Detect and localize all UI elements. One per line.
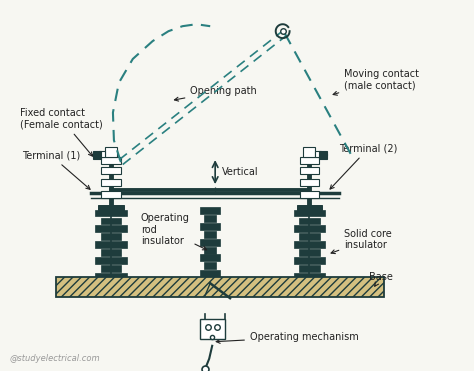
Text: Vertical: Vertical (222, 167, 259, 177)
Bar (95, 257, 127, 264)
Bar (319, 151, 328, 159)
Bar (300, 179, 319, 186)
Bar (100, 233, 121, 240)
Bar (293, 242, 325, 248)
Text: Solid core
insulator: Solid core insulator (331, 229, 392, 254)
Bar (95, 289, 127, 295)
Bar (101, 179, 121, 186)
Bar (299, 233, 320, 240)
Bar (95, 242, 127, 248)
Text: Terminal (1): Terminal (1) (22, 150, 90, 189)
Bar (100, 265, 121, 272)
Bar (293, 226, 325, 232)
Text: @studyelectrical.com: @studyelectrical.com (9, 354, 100, 363)
Bar (99, 151, 105, 157)
Bar (201, 278, 220, 284)
Bar (299, 249, 320, 256)
Text: Fixed contact
(Female contact): Fixed contact (Female contact) (19, 108, 102, 156)
Bar (300, 191, 319, 198)
Text: Operating
rod
insulator: Operating rod insulator (141, 213, 207, 250)
Bar (293, 257, 325, 264)
Bar (95, 210, 127, 216)
Text: Moving contact
(male contact): Moving contact (male contact) (333, 69, 419, 95)
Bar (300, 167, 319, 174)
Bar (293, 289, 325, 295)
Bar (300, 157, 319, 164)
Bar (201, 223, 220, 230)
Bar (303, 147, 315, 157)
Bar (315, 151, 321, 157)
Bar (100, 217, 121, 224)
Bar (201, 207, 220, 214)
Bar (201, 239, 220, 246)
Text: Terminal (2): Terminal (2) (330, 143, 398, 189)
Bar (293, 273, 325, 280)
Bar (93, 151, 101, 159)
Bar (201, 255, 220, 262)
Bar (293, 210, 325, 216)
Bar (299, 265, 320, 272)
Bar (204, 231, 216, 238)
Bar (105, 147, 117, 157)
Bar (204, 262, 216, 269)
Bar (100, 249, 121, 256)
Bar (101, 167, 121, 174)
Bar (95, 226, 127, 232)
Bar (101, 191, 121, 198)
Bar (299, 217, 320, 224)
Text: Operating mechanism: Operating mechanism (216, 332, 359, 343)
Bar (201, 270, 220, 278)
Bar (56, 277, 384, 297)
Bar (299, 281, 320, 288)
Bar (101, 157, 121, 164)
Bar (100, 281, 121, 288)
Bar (98, 205, 124, 210)
Bar (95, 273, 127, 280)
Bar (204, 247, 216, 253)
Bar (204, 215, 216, 222)
Text: Opening path: Opening path (174, 86, 257, 101)
Text: Base: Base (369, 272, 393, 286)
Bar (201, 319, 225, 339)
Bar (297, 205, 322, 210)
